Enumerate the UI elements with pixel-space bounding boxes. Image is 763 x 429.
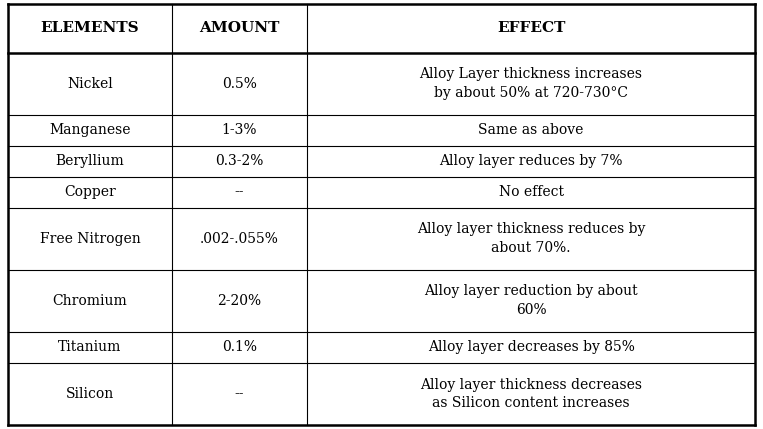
- Text: Titanium: Titanium: [58, 340, 121, 354]
- Text: Alloy layer decreases by 85%: Alloy layer decreases by 85%: [427, 340, 635, 354]
- Text: 0.5%: 0.5%: [222, 77, 257, 91]
- Text: Silicon: Silicon: [66, 387, 114, 401]
- Text: Nickel: Nickel: [67, 77, 113, 91]
- Text: AMOUNT: AMOUNT: [199, 21, 279, 36]
- Text: Alloy layer thickness reduces by
about 70%.: Alloy layer thickness reduces by about 7…: [417, 223, 645, 255]
- Text: 0.3-2%: 0.3-2%: [215, 154, 264, 168]
- Text: Same as above: Same as above: [478, 123, 584, 137]
- Text: Manganese: Manganese: [49, 123, 130, 137]
- Text: --: --: [235, 185, 244, 199]
- Text: Alloy layer thickness decreases
as Silicon content increases: Alloy layer thickness decreases as Silic…: [420, 378, 642, 410]
- Text: Chromium: Chromium: [53, 294, 127, 308]
- Text: Alloy layer reduction by about
60%: Alloy layer reduction by about 60%: [424, 284, 638, 317]
- Text: 0.1%: 0.1%: [222, 340, 257, 354]
- Text: Copper: Copper: [64, 185, 116, 199]
- Text: No effect: No effect: [498, 185, 564, 199]
- Text: --: --: [235, 387, 244, 401]
- Text: 2-20%: 2-20%: [217, 294, 262, 308]
- Text: 1-3%: 1-3%: [222, 123, 257, 137]
- Text: Alloy Layer thickness increases
by about 50% at 720-730°C: Alloy Layer thickness increases by about…: [420, 67, 642, 100]
- Text: EFFECT: EFFECT: [497, 21, 565, 36]
- Text: .002-.055%: .002-.055%: [200, 232, 278, 246]
- Text: Free Nitrogen: Free Nitrogen: [40, 232, 140, 246]
- Text: Alloy layer reduces by 7%: Alloy layer reduces by 7%: [439, 154, 623, 168]
- Text: ELEMENTS: ELEMENTS: [40, 21, 139, 36]
- Text: Beryllium: Beryllium: [56, 154, 124, 168]
